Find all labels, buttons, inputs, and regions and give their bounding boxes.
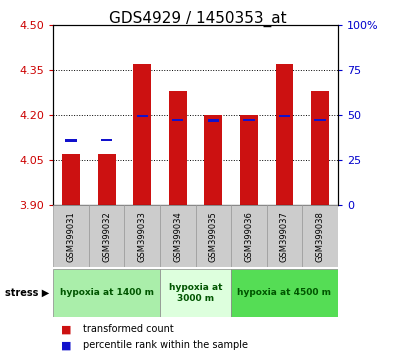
Bar: [53, 269, 160, 317]
Bar: [53, 205, 89, 267]
Text: GSM399031: GSM399031: [67, 211, 75, 262]
Bar: [124, 205, 160, 267]
Bar: [101, 138, 112, 141]
Text: hypoxia at 1400 m: hypoxia at 1400 m: [60, 289, 154, 297]
Bar: [160, 269, 231, 317]
Text: transformed count: transformed count: [83, 324, 174, 334]
Bar: [314, 119, 325, 121]
Text: stress ▶: stress ▶: [5, 288, 49, 298]
Bar: [302, 205, 338, 267]
Text: percentile rank within the sample: percentile rank within the sample: [83, 340, 248, 350]
Bar: [276, 64, 293, 205]
Bar: [160, 205, 196, 267]
Text: GSM399037: GSM399037: [280, 211, 289, 262]
Text: GSM399036: GSM399036: [245, 211, 253, 262]
Bar: [208, 119, 219, 122]
Text: hypoxia at
3000 m: hypoxia at 3000 m: [169, 283, 222, 303]
Text: GSM399035: GSM399035: [209, 211, 218, 262]
Bar: [134, 64, 151, 205]
Bar: [279, 115, 290, 117]
Bar: [311, 91, 329, 205]
Bar: [267, 205, 302, 267]
Text: GDS4929 / 1450353_at: GDS4929 / 1450353_at: [109, 11, 286, 27]
Bar: [172, 119, 183, 121]
Bar: [98, 154, 115, 205]
Bar: [62, 154, 80, 205]
Bar: [231, 269, 338, 317]
Bar: [243, 119, 254, 121]
Text: ■: ■: [61, 340, 72, 350]
Text: GSM399038: GSM399038: [316, 211, 324, 262]
Text: hypoxia at 4500 m: hypoxia at 4500 m: [237, 289, 331, 297]
Bar: [205, 115, 222, 205]
Bar: [240, 115, 258, 205]
Bar: [196, 205, 231, 267]
Bar: [231, 205, 267, 267]
Text: ■: ■: [61, 324, 72, 334]
Bar: [89, 205, 124, 267]
Bar: [66, 139, 77, 142]
Text: GSM399032: GSM399032: [102, 211, 111, 262]
Bar: [169, 91, 186, 205]
Text: GSM399033: GSM399033: [138, 211, 147, 262]
Text: GSM399034: GSM399034: [173, 211, 182, 262]
Bar: [137, 115, 148, 117]
